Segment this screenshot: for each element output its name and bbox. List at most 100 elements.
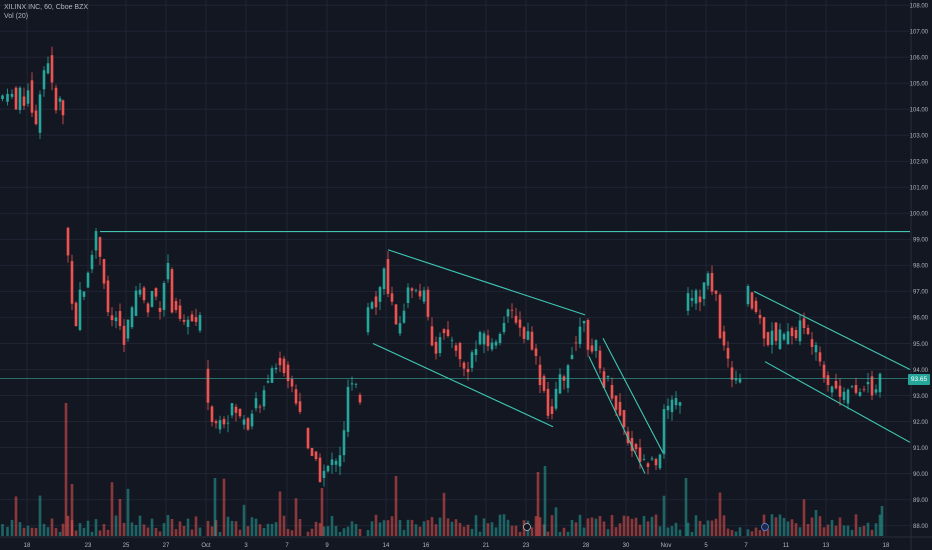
- volume-bar: [310, 528, 314, 536]
- candle-body: [714, 290, 718, 294]
- candle-body: [194, 317, 198, 322]
- candle-body: [346, 386, 350, 432]
- y-tick-label: 106.00: [910, 56, 929, 62]
- x-tick-label: 23: [523, 543, 530, 549]
- candle-body: [410, 288, 414, 291]
- candle-body: [158, 307, 162, 312]
- volume-bar: [366, 530, 370, 536]
- volume-bar: [590, 517, 594, 536]
- candle-body: [94, 231, 98, 251]
- volume-bar: [770, 514, 774, 536]
- volume-bar: [410, 519, 414, 536]
- volume-bar: [61, 523, 65, 536]
- candle-body: [874, 389, 878, 393]
- volume-bar: [534, 516, 538, 536]
- volume-bar: [658, 526, 662, 536]
- volume-bar: [478, 531, 482, 536]
- chart-legend: XILINX INC, 60, Cboe BZX Vol (20): [4, 3, 88, 21]
- volume-bar: [634, 517, 638, 536]
- volume-indicator-label[interactable]: Vol (20): [4, 13, 29, 20]
- volume-bar: [874, 523, 878, 536]
- candle-body: [190, 314, 194, 322]
- channel-late-oct-lower: [588, 356, 646, 474]
- volume-bar: [490, 522, 494, 536]
- volume-bar: [42, 523, 46, 536]
- volume-bar: [842, 525, 846, 536]
- candle-body: [50, 55, 54, 83]
- volume-bar: [222, 478, 226, 536]
- volume-bar: [782, 517, 786, 536]
- candle-body: [658, 454, 662, 469]
- volume-bar: [254, 518, 258, 536]
- candle-body: [118, 311, 122, 327]
- candle-body: [90, 254, 94, 270]
- volume-bar: [350, 521, 354, 536]
- candle-body: [146, 303, 150, 313]
- volume-bar: [382, 520, 386, 536]
- y-tick-label: 98.00: [913, 264, 929, 270]
- volume-bar: [454, 519, 458, 536]
- candle-body: [338, 455, 342, 467]
- candle-body: [646, 463, 650, 467]
- candle-body: [746, 286, 750, 305]
- candle-body: [810, 339, 814, 347]
- candle-body: [706, 273, 710, 286]
- candle-body: [294, 389, 298, 404]
- volume-spike: [213, 478, 217, 536]
- x-tick-label: 28: [583, 543, 590, 549]
- volume-bar: [694, 515, 698, 536]
- volume-bar: [150, 518, 154, 536]
- candle-body: [510, 309, 514, 311]
- candle-body: [230, 403, 234, 416]
- candle-body: [42, 70, 46, 90]
- candle-body: [702, 282, 706, 299]
- volume-bar: [110, 482, 114, 536]
- candle-body: [290, 378, 294, 387]
- volume-bar: [662, 495, 666, 536]
- volume-bar: [318, 523, 322, 536]
- volume-bar: [186, 518, 190, 536]
- volume-bar: [322, 526, 326, 536]
- candle-body: [818, 352, 822, 362]
- candle-body: [186, 319, 190, 327]
- volume-bar: [414, 524, 418, 536]
- volume-bar: [734, 531, 738, 536]
- candle-body: [122, 325, 126, 345]
- candle-body: [390, 293, 394, 302]
- candle-body: [750, 292, 754, 309]
- volume-bar: [746, 529, 750, 536]
- candle-body: [538, 364, 542, 386]
- volume-bar: [358, 529, 362, 536]
- volume-bar: [206, 520, 210, 536]
- candle-body: [394, 304, 398, 325]
- earnings-marker[interactable]: [523, 523, 531, 531]
- volume-bar: [486, 523, 490, 536]
- candle-body: [686, 293, 690, 311]
- x-tick-label: 25: [123, 543, 130, 549]
- candle-body: [518, 319, 522, 328]
- candle-body: [550, 406, 554, 414]
- volume-bar: [238, 529, 242, 536]
- volume-bar: [718, 492, 722, 536]
- volume-bar: [434, 524, 438, 536]
- volume-bar: [294, 498, 298, 536]
- volume-bar: [174, 529, 178, 536]
- candle-body: [842, 391, 846, 400]
- candle-body: [862, 389, 866, 391]
- candle-body: [246, 418, 250, 430]
- candle-body: [398, 323, 402, 334]
- candle-body: [142, 287, 146, 301]
- volume-bar: [510, 525, 514, 536]
- volume-bar: [598, 515, 602, 536]
- symbol-label[interactable]: XILINX INC, 60, Cboe BZX: [4, 4, 89, 11]
- volume-bar: [10, 519, 14, 536]
- event-marker[interactable]: [761, 523, 769, 531]
- volume-bar: [262, 527, 266, 536]
- volume-spike: [880, 506, 884, 536]
- channel-oct-lower: [372, 342, 554, 428]
- volume-bar: [334, 525, 338, 536]
- candle-body: [350, 383, 354, 385]
- candle-body: [402, 310, 406, 323]
